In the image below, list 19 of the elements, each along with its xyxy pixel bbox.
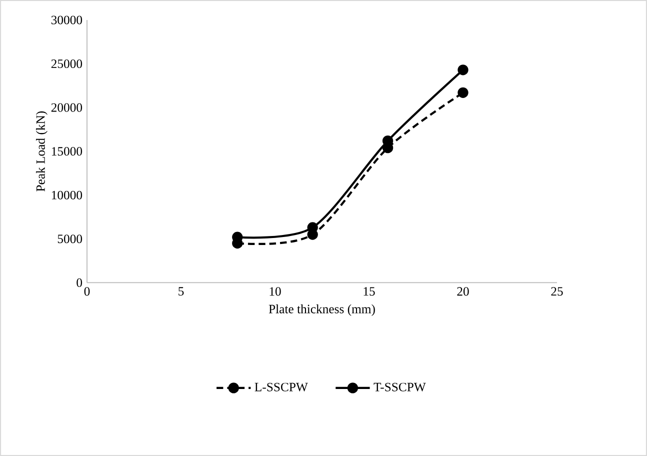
y-tick-label: 15000 xyxy=(52,147,82,156)
legend-label: L-SSCPW xyxy=(254,382,308,392)
x-tick-label: 25 xyxy=(551,287,563,296)
x-tick-label: 20 xyxy=(457,287,469,296)
y-tick-label: 10000 xyxy=(52,190,82,200)
x-tick-label: 10 xyxy=(270,287,281,296)
x-axis-title: Plate thickness (mm) xyxy=(268,304,375,316)
y-axis-title: Peak Load (kN) xyxy=(36,111,48,192)
x-tick-label: 5 xyxy=(178,287,184,296)
point xyxy=(458,64,468,76)
y-tick-label: 30000 xyxy=(51,16,82,24)
x-tick-label: 0 xyxy=(84,287,90,296)
y-tick-label: 5000 xyxy=(58,234,82,244)
point xyxy=(458,87,468,98)
legend-label: T-SSCPW xyxy=(374,382,426,392)
y-tick-label: 25000 xyxy=(51,59,82,68)
x-tick-label: 15 xyxy=(364,287,375,296)
y-tick-label: 20000 xyxy=(51,103,82,112)
y-tick-label: 0 xyxy=(76,278,82,287)
